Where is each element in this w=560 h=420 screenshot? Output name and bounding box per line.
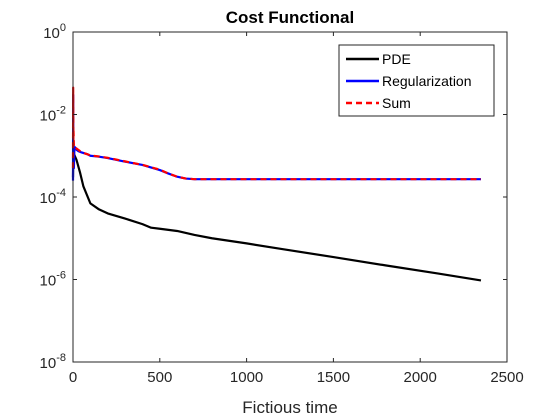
legend-label-sum: Sum <box>382 95 411 111</box>
x-tick-label: 2000 <box>404 369 437 386</box>
legend-label-pde: PDE <box>382 51 411 67</box>
axes-layer: 0 500 1000 1500 2000 2500 10-8 10-6 10-4 10-2 100 <box>40 22 524 386</box>
legend-label-regularization: Regularization <box>382 73 472 89</box>
y-tick-label: 10-2 <box>40 105 66 125</box>
series-layer <box>71 86 482 282</box>
y-tick-label: 10-6 <box>40 270 66 290</box>
x-tick-label: 1000 <box>230 369 263 386</box>
x-tick-label: 500 <box>147 369 172 386</box>
y-tick-label: 100 <box>43 22 66 42</box>
series-line-sum <box>71 86 481 181</box>
legend: PDE Regularization Sum <box>338 44 495 117</box>
y-tick-label: 10-8 <box>40 352 66 372</box>
y-tick-label: 10-4 <box>40 187 66 207</box>
x-tick-label: 2500 <box>490 369 523 386</box>
x-tick-label: 0 <box>69 369 77 386</box>
chart-title: Cost Functional <box>226 8 354 27</box>
x-tick-label: 1500 <box>317 369 350 386</box>
x-axis-label: Fictious time <box>242 398 337 417</box>
series-line-pde <box>71 151 482 282</box>
